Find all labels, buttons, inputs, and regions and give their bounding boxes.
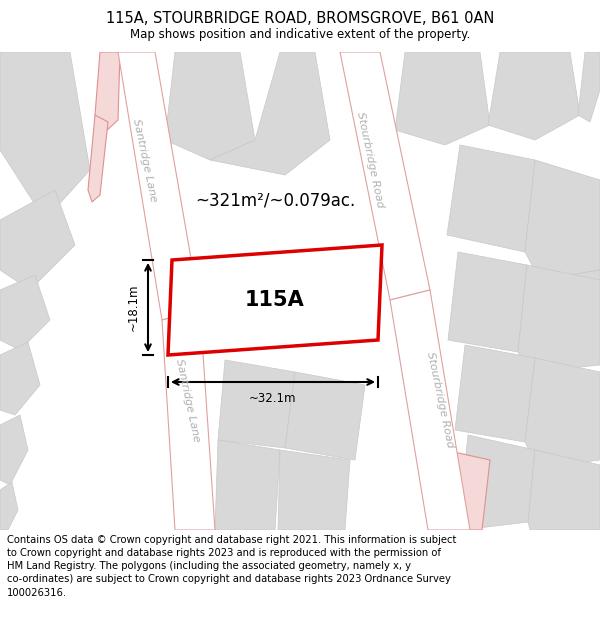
Polygon shape: [395, 52, 490, 145]
Polygon shape: [540, 270, 600, 345]
Polygon shape: [525, 160, 600, 280]
Polygon shape: [285, 372, 365, 460]
Polygon shape: [390, 290, 470, 530]
Text: Santridge Lane: Santridge Lane: [174, 357, 202, 442]
Polygon shape: [0, 342, 40, 415]
Polygon shape: [162, 310, 215, 530]
Polygon shape: [215, 440, 280, 530]
Polygon shape: [95, 52, 120, 132]
Polygon shape: [447, 145, 535, 252]
Polygon shape: [528, 450, 600, 530]
Polygon shape: [455, 345, 535, 442]
Text: 115A: 115A: [245, 290, 305, 310]
Polygon shape: [278, 450, 350, 530]
Text: 115A, STOURBRIDGE ROAD, BROMSGROVE, B61 0AN: 115A, STOURBRIDGE ROAD, BROMSGROVE, B61 …: [106, 11, 494, 26]
Polygon shape: [448, 252, 527, 352]
Polygon shape: [578, 52, 600, 122]
Text: Santridge Lane: Santridge Lane: [131, 118, 159, 202]
Text: ~32.1m: ~32.1m: [249, 392, 297, 405]
Polygon shape: [218, 360, 295, 448]
Polygon shape: [0, 415, 28, 485]
Text: Map shows position and indicative extent of the property.: Map shows position and indicative extent…: [130, 28, 470, 41]
Text: Stourbridge Road: Stourbridge Road: [355, 111, 385, 209]
Text: Stourbridge Road: Stourbridge Road: [425, 351, 455, 449]
Text: ~321m²/~0.079ac.: ~321m²/~0.079ac.: [195, 191, 355, 209]
Polygon shape: [0, 52, 90, 220]
Polygon shape: [435, 450, 490, 530]
Text: ~18.1m: ~18.1m: [127, 284, 140, 331]
Polygon shape: [165, 52, 255, 160]
Polygon shape: [0, 275, 50, 350]
Polygon shape: [460, 435, 535, 530]
Polygon shape: [518, 265, 600, 372]
Polygon shape: [0, 190, 75, 290]
Polygon shape: [488, 52, 580, 140]
Polygon shape: [0, 482, 18, 530]
Polygon shape: [168, 245, 382, 355]
Polygon shape: [525, 358, 600, 468]
Polygon shape: [88, 115, 108, 202]
Polygon shape: [340, 52, 430, 300]
Polygon shape: [210, 52, 330, 175]
Text: Contains OS data © Crown copyright and database right 2021. This information is : Contains OS data © Crown copyright and d…: [7, 535, 457, 598]
Polygon shape: [118, 52, 200, 320]
